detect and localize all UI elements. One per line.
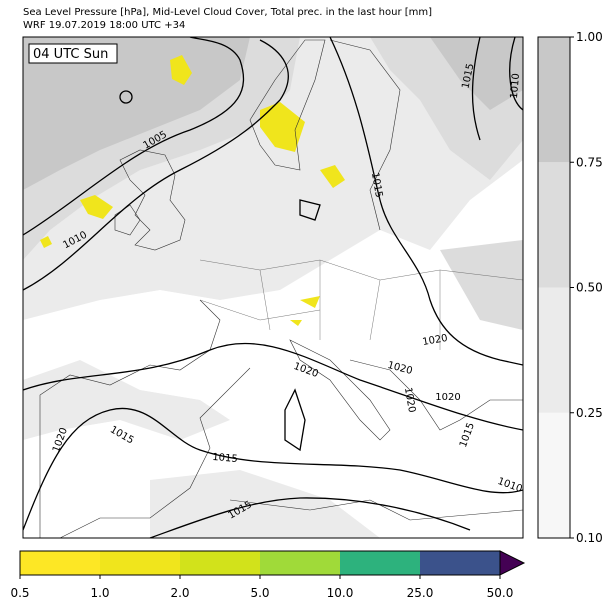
contour-label: 1015 [369,172,384,199]
colorbar-band [420,551,500,575]
colorbar-tick-label: 0.50 [576,281,603,295]
colorbar-tick-label: 5.0 [250,586,269,600]
colorbar-band [538,162,570,288]
title-line: Sea Level Pressure [hPa], Mid-Level Clou… [23,7,432,18]
colorbar-band [538,37,570,163]
colorbar-tick-label: 1.0 [90,586,109,600]
time-label: 04 UTC Sun [33,47,108,62]
colorbar-tick-label: 50.0 [487,586,514,600]
colorbar-band [100,551,180,575]
colorbar-tick-label: 10.0 [327,586,354,600]
contour-label: 1015 [212,452,238,465]
contour-label: 1020 [402,387,417,414]
colorbar-band [260,551,340,575]
colorbar-band [538,412,570,538]
colorbar-tick-label: 0.25 [576,406,603,420]
contour-label: 1020 [435,392,460,403]
colorbar-tick-label: 2.0 [170,586,189,600]
colorbar-tick-label: 25.0 [407,586,434,600]
precip-colorbar: 0.5 1.0 2.0 5.0 10.0 25.0 50.0 [10,550,526,600]
contour-label: 1020 [422,333,449,348]
colorbar-tick-label: 0.10 [576,531,603,545]
colorbar-band [538,287,570,413]
contour-label: 1015 [460,63,476,90]
subtitle-line: WRF 19.07.2019 18:00 UTC +34 [23,20,185,31]
colorbar-band [340,551,420,575]
contour-label: 1010 [509,73,522,99]
colorbar-band [180,551,260,575]
cloud-colorbar: 0.10 0.25 0.50 0.75 1.00 [537,30,603,545]
colorbar-band [20,551,100,575]
colorbar-extend [499,550,526,576]
colorbar-tick-label: 0.75 [576,155,603,169]
map: 04 UTC Sun 1015 1010 1005 1010 1015 1020… [22,36,524,539]
colorbar-tick-label: 0.5 [10,586,29,600]
colorbar-tick-label: 1.00 [576,30,603,44]
